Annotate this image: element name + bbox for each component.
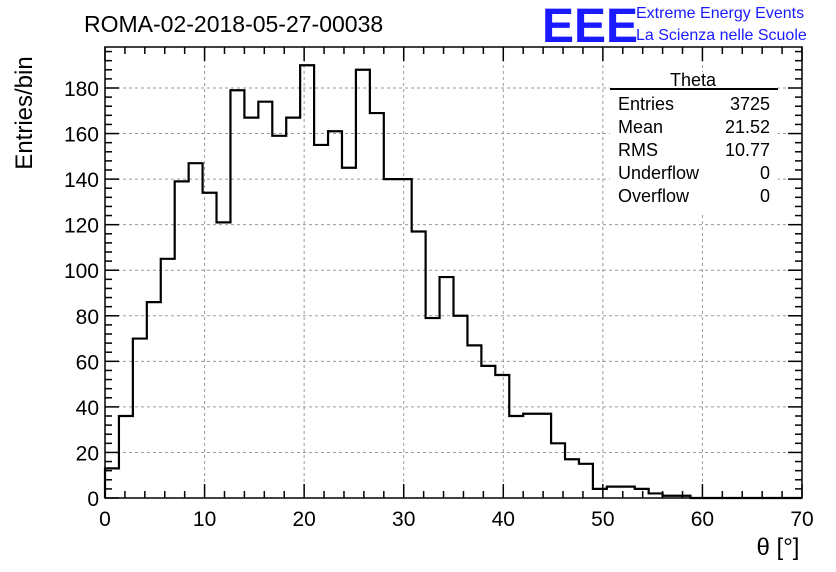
histogram-bin <box>147 302 161 498</box>
stats-row-label: Overflow <box>618 186 690 206</box>
logo-mark: EEE <box>542 0 638 53</box>
logo-line-2: La Scienza nelle Scuole <box>636 27 807 44</box>
histogram-bin <box>384 179 398 498</box>
histogram-bin <box>175 181 189 498</box>
x-tick-label: 0 <box>99 508 111 531</box>
histogram-bin <box>495 375 509 498</box>
histogram-bin <box>119 416 133 498</box>
histogram-bin <box>565 459 579 498</box>
histogram-bin <box>370 113 384 498</box>
plot-frame <box>104 46 803 499</box>
stats-box-background <box>610 72 778 212</box>
x-tick-label: 10 <box>193 508 216 531</box>
histogram-bin <box>328 131 342 498</box>
stats-row-label: Entries <box>618 94 674 114</box>
stats-row-label: RMS <box>618 140 658 160</box>
axis-ticks <box>104 47 803 499</box>
histogram-bin <box>635 489 649 498</box>
chart-title: ROMA-02-2018-05-27-00038 <box>84 11 383 37</box>
y-tick-labels: 0 20 40 60 80 100 120 140 160 180 <box>64 78 99 511</box>
stats-row-label: Underflow <box>618 163 700 183</box>
histogram-bin <box>272 136 286 498</box>
histogram-series <box>103 64 802 500</box>
stats-row-value: 10.77 <box>725 140 770 160</box>
histogram-bin <box>300 65 314 498</box>
y-tick-label: 0 <box>87 488 99 511</box>
stats-title: Theta <box>670 70 717 90</box>
histogram-bin <box>467 345 481 498</box>
histogram-bin <box>607 487 621 498</box>
stats-row-value: 0 <box>760 186 770 206</box>
histogram-bin <box>551 443 565 498</box>
stats-row-value: 3725 <box>730 94 770 114</box>
stats-box: Theta Entries 3725 Mean 21.52 RMS 10.77 Underf… <box>610 70 778 212</box>
histogram-bin <box>398 179 412 498</box>
stats-row-value: 21.52 <box>725 117 770 137</box>
histogram-bin <box>161 259 175 498</box>
y-tick-label: 40 <box>76 397 99 420</box>
histogram-bin <box>593 489 607 498</box>
y-tick-label: 120 <box>64 215 99 238</box>
histogram-bin <box>230 90 244 498</box>
histogram-bin <box>579 464 593 498</box>
y-tick-label: 100 <box>64 260 99 283</box>
histogram-bin <box>440 277 454 498</box>
logo-line-1: Extreme Energy Events <box>636 5 804 22</box>
histogram-bin <box>481 366 495 498</box>
histogram-bin <box>286 118 300 498</box>
x-axis-title: θ [°] <box>757 534 800 561</box>
x-tick-label: 40 <box>492 508 515 531</box>
x-tick-labels: 0 10 20 30 40 50 60 70 <box>99 508 814 531</box>
histogram-bin <box>342 168 356 498</box>
y-tick-label: 80 <box>76 306 99 329</box>
y-tick-label: 160 <box>64 124 99 147</box>
histogram-bin <box>258 102 272 498</box>
histogram-bin <box>523 414 537 498</box>
y-tick-label: 60 <box>76 351 99 374</box>
eee-logo: EEE Extreme Energy Events La Scienza nel… <box>542 0 807 53</box>
x-tick-label: 70 <box>790 508 813 531</box>
histogram-outline <box>103 64 802 500</box>
stats-row-value: 0 <box>760 163 770 183</box>
histogram-bin <box>189 163 203 498</box>
histogram-bin <box>537 414 551 498</box>
histogram-bin <box>105 468 119 498</box>
y-axis-title: Entries/bin <box>11 56 38 169</box>
y-tick-label: 140 <box>64 169 99 192</box>
histogram-bin <box>426 318 440 498</box>
histogram-bin <box>244 118 258 498</box>
histogram-bin <box>412 232 426 499</box>
x-tick-label: 60 <box>691 508 714 531</box>
histogram-bin <box>314 145 328 498</box>
histogram-bin <box>217 222 231 498</box>
stats-rows: Entries 3725 Mean 21.52 RMS 10.77 Underflow 0 Ov… <box>618 94 770 206</box>
y-tick-label: 180 <box>64 78 99 101</box>
x-tick-label: 50 <box>591 508 614 531</box>
plot-border <box>104 46 803 499</box>
x-tick-label: 30 <box>392 508 415 531</box>
histogram-bin <box>133 339 147 498</box>
x-tick-label: 20 <box>292 508 315 531</box>
y-tick-label: 20 <box>76 442 99 465</box>
stats-row-label: Mean <box>618 117 663 137</box>
histogram-bin <box>509 416 523 498</box>
